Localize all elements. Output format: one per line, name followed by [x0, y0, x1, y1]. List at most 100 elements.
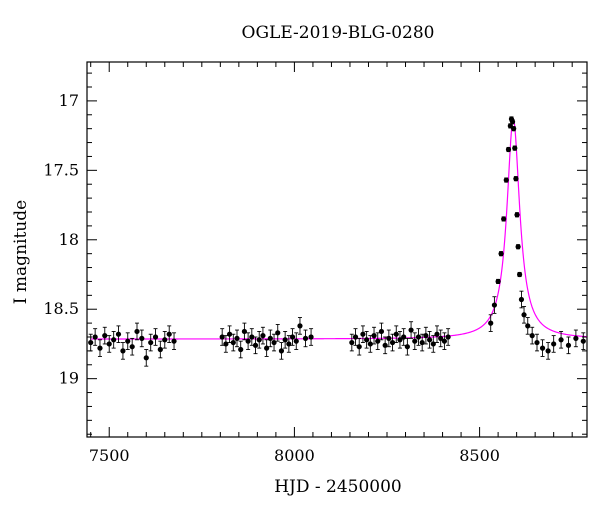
data-point [512, 145, 518, 151]
data-point [438, 335, 444, 341]
y-tick-label: 18.5 [43, 299, 79, 318]
data-point [106, 341, 112, 347]
plot-area [86, 61, 588, 438]
data-point [143, 355, 149, 361]
data-point [498, 251, 504, 257]
data-point [245, 338, 251, 344]
y-tick-label: 17 [59, 91, 79, 110]
data-point [260, 333, 266, 339]
data-point [503, 177, 509, 183]
data-point [511, 126, 517, 132]
data-point [378, 328, 385, 335]
data-point [573, 335, 579, 341]
data-point [389, 339, 396, 346]
y-tick-label: 18 [59, 230, 79, 249]
data-point [152, 334, 159, 340]
data-point [88, 339, 94, 346]
data-point [515, 244, 521, 250]
data-point [230, 339, 236, 346]
data-point [286, 341, 292, 347]
data-point [521, 312, 527, 318]
data-point [423, 333, 429, 339]
data-point [129, 344, 135, 350]
data-point [404, 344, 410, 350]
data-point [120, 348, 126, 354]
data-point [125, 338, 131, 344]
data-point [558, 337, 564, 343]
x-tick-label: 8000 [274, 446, 315, 465]
data-point [545, 348, 551, 354]
data-point [516, 271, 523, 278]
data-point [534, 339, 540, 346]
data-point [430, 341, 436, 347]
data-point [256, 337, 262, 343]
data-point [275, 330, 281, 336]
data-point [367, 341, 373, 347]
data-point [302, 335, 309, 341]
data-point [525, 323, 531, 329]
x-tick-label: 8500 [459, 446, 500, 465]
data-point [426, 337, 433, 343]
data-point [491, 302, 498, 308]
data-point [501, 216, 507, 222]
data-point [419, 339, 425, 346]
data-point [514, 212, 520, 218]
data-point [375, 338, 381, 344]
data-point [115, 331, 122, 337]
data-point [297, 323, 303, 329]
data-point [401, 334, 407, 340]
data-point [412, 338, 418, 344]
data-point [267, 335, 273, 341]
data-point [102, 333, 108, 339]
axis-ticks: 7500 8000 8500 17 17.5 18 18.5 19 [43, 62, 587, 465]
data-point [360, 331, 366, 337]
data-point [386, 335, 392, 341]
chart-title: OGLE-2019-BLG-0280 [242, 23, 435, 43]
data-point [289, 334, 296, 340]
x-axis-label: HJD - 2450000 [274, 477, 402, 497]
data-point [408, 327, 414, 333]
data-point [349, 339, 355, 346]
data-point [518, 296, 525, 303]
data-point [352, 334, 359, 340]
data-point [513, 176, 519, 182]
data-point [445, 334, 451, 340]
data-point [139, 335, 145, 341]
plot-frame [86, 61, 588, 438]
data-point [434, 331, 440, 337]
data-point [134, 328, 140, 335]
data-point [252, 342, 259, 348]
x-tick-label: 7500 [89, 446, 130, 465]
data-point [264, 345, 270, 351]
data-point [539, 345, 546, 351]
data-point [241, 328, 248, 335]
data-point [415, 334, 422, 340]
model-curve [90, 118, 587, 340]
data-point [162, 337, 168, 343]
data-point [166, 331, 172, 337]
data-point [238, 346, 244, 353]
data-point [364, 337, 370, 343]
data-point [308, 334, 314, 340]
data-point [282, 337, 288, 343]
data-point [111, 337, 117, 343]
y-tick-label: 17.5 [43, 160, 79, 179]
data-point [397, 337, 403, 343]
data-point [580, 338, 586, 344]
data-point [234, 335, 240, 341]
data-point [529, 333, 535, 339]
data-point [356, 344, 362, 350]
data-point [551, 341, 557, 347]
data-point [249, 334, 255, 340]
data-point [223, 341, 229, 347]
data-point [148, 339, 154, 346]
data-point [565, 342, 572, 348]
y-axis-label: I magnitude [11, 200, 31, 304]
data-point [293, 338, 299, 344]
data-point [488, 320, 494, 326]
data-point [219, 334, 225, 340]
data-point [271, 339, 277, 346]
data-point [157, 346, 163, 353]
data-point [441, 338, 448, 344]
